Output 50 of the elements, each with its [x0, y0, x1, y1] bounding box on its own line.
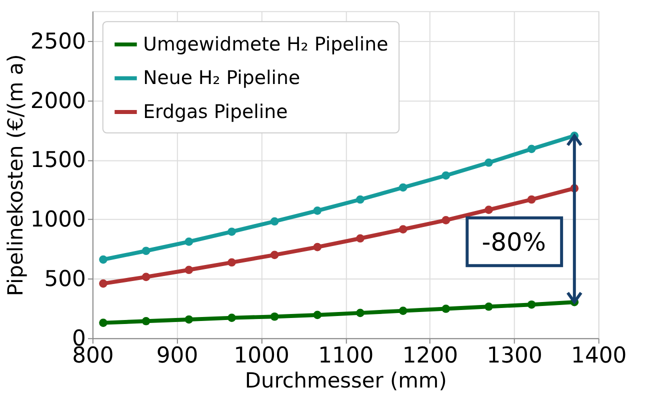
point [442, 171, 450, 180]
legend-label: Neue H₂ Pipeline [143, 67, 300, 90]
point [142, 316, 150, 326]
point [184, 238, 194, 246]
point [99, 318, 108, 327]
point [356, 234, 364, 243]
point [313, 206, 322, 215]
point [398, 306, 408, 315]
point [142, 246, 150, 256]
point [313, 242, 322, 252]
point [228, 258, 236, 267]
y-tick-label: 1000 [30, 208, 86, 233]
x-tick-label: 1300 [486, 344, 542, 368]
point [270, 217, 279, 226]
point [228, 314, 236, 322]
x-tick-label: 1400 [571, 344, 627, 368]
point [184, 315, 194, 324]
legend-label: Umgewidmete H₂ Pipeline [143, 33, 388, 56]
y-tick-label: 2500 [30, 29, 86, 54]
point [398, 225, 408, 234]
point [228, 228, 236, 236]
point [484, 302, 493, 311]
point [142, 272, 150, 282]
annotation: -80% [482, 228, 546, 257]
y-tick-label: 1500 [30, 148, 86, 174]
point [184, 266, 194, 274]
point [442, 304, 450, 313]
point [527, 195, 536, 204]
point [356, 308, 364, 318]
x-tick-label: 1200 [402, 344, 458, 368]
point [99, 279, 108, 288]
point [484, 158, 493, 167]
point [270, 312, 279, 321]
point [484, 206, 493, 214]
point [527, 144, 536, 154]
y-tick-label: 2000 [30, 88, 86, 114]
point [99, 255, 108, 264]
y-tick-label: 500 [44, 267, 86, 292]
point [313, 310, 322, 320]
point [442, 216, 450, 224]
point [356, 195, 364, 204]
point [527, 300, 536, 309]
x-tick-label: 1100 [318, 344, 374, 368]
point [398, 183, 408, 192]
legend-label: Erdgas Pipeline [143, 100, 288, 123]
x-tick-label: 900 [156, 344, 198, 368]
x-tick-label: 1000 [234, 344, 290, 368]
y-axis-title: Pipelinekosten (€/(m a) [3, 54, 28, 296]
point [270, 250, 279, 260]
x-axis-title: Durchmesser (mm) [244, 368, 447, 392]
